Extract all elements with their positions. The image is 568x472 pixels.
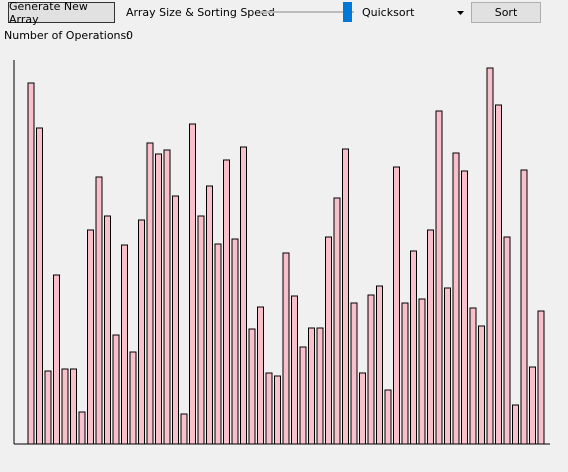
array-bar [87, 229, 94, 445]
array-bar [359, 372, 366, 445]
array-bar [435, 110, 443, 445]
slider-label: Array Size & Sorting Speed [126, 6, 275, 19]
array-bar [452, 152, 460, 445]
array-bar [206, 185, 213, 445]
array-bar [53, 274, 60, 445]
array-bar [444, 287, 451, 445]
dropdown-arrow [457, 11, 464, 15]
operations-label: Number of Operations: [4, 29, 130, 42]
array-bar [291, 295, 298, 445]
array-bar [61, 368, 69, 445]
array-bar [274, 375, 281, 445]
slider-thumb[interactable] [343, 2, 352, 22]
array-bar [257, 306, 264, 445]
array-bar [503, 236, 511, 445]
array-bar [333, 197, 341, 445]
sort-button[interactable]: Sort [471, 2, 541, 23]
algorithm-dropdown[interactable]: Quicksort [358, 2, 468, 23]
array-bar [27, 82, 35, 445]
array-bar [393, 166, 400, 445]
array-bar [121, 244, 128, 445]
array-bar [223, 159, 230, 445]
array-bar [308, 327, 315, 445]
array-bar [325, 236, 332, 445]
array-bar [478, 325, 485, 445]
array-bar [70, 368, 77, 445]
array-bar [78, 411, 86, 445]
array-bar [410, 250, 417, 445]
array-bar [520, 169, 528, 445]
array-bar [316, 327, 324, 445]
array-bar [197, 215, 205, 445]
array-bar [384, 389, 392, 445]
array-bar [146, 142, 154, 445]
array-bar [172, 195, 179, 445]
array-bar [155, 153, 162, 445]
array-bar [95, 176, 103, 445]
array-bar [180, 413, 188, 445]
array-bar [214, 243, 222, 445]
array-bar [36, 127, 43, 445]
array-bar [367, 294, 375, 445]
array-bar [299, 346, 307, 445]
array-bar [240, 146, 247, 445]
array-bar [529, 366, 536, 445]
array-bar [418, 298, 426, 445]
array-bar [461, 170, 468, 445]
array-bar [427, 229, 434, 445]
array-bar [138, 219, 145, 445]
operations-count: 0 [126, 29, 133, 42]
array-bar [265, 372, 273, 445]
array-bar [401, 302, 409, 445]
array-bar [129, 351, 137, 445]
slider-track[interactable] [260, 11, 354, 13]
array-bar [486, 67, 494, 445]
array-bar [163, 149, 171, 445]
generate-button[interactable]: Generate New Array [8, 0, 115, 26]
array-bar [350, 302, 358, 445]
array-bar [248, 328, 256, 445]
array-bar [376, 285, 383, 445]
array-bar [104, 215, 111, 445]
array-bar [282, 252, 290, 445]
array-bar [231, 238, 239, 445]
array-bar [112, 334, 120, 445]
array-bar [469, 307, 477, 445]
array-bar [512, 404, 519, 445]
array-bar [537, 310, 545, 445]
array-bar [44, 370, 52, 445]
array-bar [189, 123, 196, 445]
array-bar [342, 148, 349, 445]
algorithm-value: Quicksort [362, 6, 415, 19]
array-bar [495, 104, 502, 445]
